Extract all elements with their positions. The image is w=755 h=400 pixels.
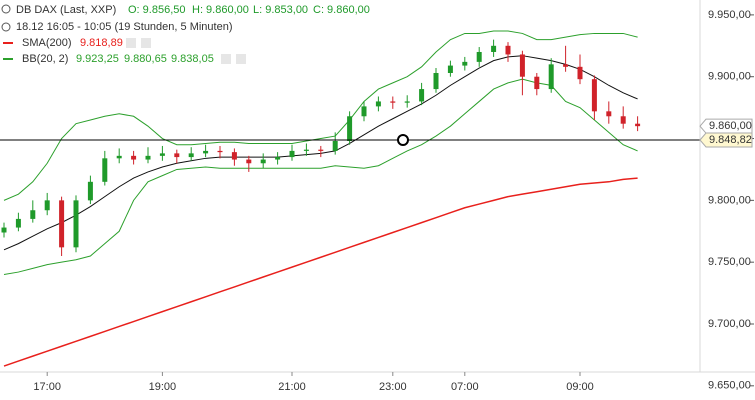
candle-body (491, 45, 497, 52)
y-tick-label: 9.950,00 (708, 9, 751, 21)
candle-body (505, 45, 511, 55)
x-tick-label: 09:00 (566, 381, 594, 393)
candle-body (73, 200, 79, 248)
y-tick-label: 9.800,00 (708, 194, 751, 206)
price-marker (699, 132, 753, 148)
price-marker (699, 118, 753, 134)
candle-body (591, 79, 597, 112)
candle-body (318, 149, 324, 151)
y-tick-label: 9.700,00 (708, 318, 751, 330)
candle-body (548, 64, 554, 90)
candle-body (462, 61, 468, 66)
candle-body (159, 153, 165, 156)
price-marker-label: 9.848,82 (709, 134, 752, 146)
y-tick-label: 9.750,00 (708, 256, 751, 268)
candle-body (59, 200, 65, 248)
candle-body (203, 150, 209, 154)
legend-value: 9.818,89 (80, 37, 123, 49)
candle-body (635, 123, 641, 127)
ohlc-label: H: 9.860,00 (192, 4, 249, 16)
legend-label: BB(20, 2) (22, 53, 68, 65)
x-tick-label: 19:00 (149, 381, 177, 393)
candle-body (87, 181, 93, 201)
candle-body (174, 153, 180, 158)
legend-value: 9.880,65 (124, 53, 167, 65)
instrument-icon (1, 4, 11, 14)
candle-body (246, 159, 252, 164)
y-tick-label: 9.900,00 (708, 71, 751, 83)
y-tick-label: 9.650,00 (708, 380, 751, 392)
candle-body (102, 158, 108, 182)
candle-body (404, 101, 410, 103)
candle-body (361, 106, 367, 117)
x-tick-label: 21:00 (278, 381, 306, 393)
candle-body (44, 200, 50, 211)
candle-body (116, 155, 122, 159)
subtitle: 18.12 16:05 - 10:05 (19 Stunden, 5 Minut… (16, 21, 233, 33)
candle-body (231, 152, 237, 160)
candle-body (15, 218, 21, 228)
candle-body (476, 51, 482, 62)
band-upper (3, 30, 638, 201)
plot (0, 30, 700, 367)
legend-value: 9.923,25 (76, 53, 119, 65)
candle-body (419, 89, 425, 102)
ohlc-label: O: 9.856,50 (128, 4, 186, 16)
ohlc-label: L: 9.853,00 (253, 4, 308, 16)
annotation-marker (397, 133, 409, 146)
band-lower (3, 78, 638, 276)
candle-body (519, 54, 525, 77)
candle-body (606, 111, 612, 117)
price-marker-label: 9.860,00 (709, 120, 752, 132)
candle-body (145, 155, 151, 160)
candle-body (390, 101, 396, 103)
x-tick-label: 17:00 (33, 381, 61, 393)
candle-body (30, 210, 36, 219)
legend-settings-icon[interactable] (126, 38, 136, 48)
clock-icon (1, 22, 11, 32)
candle-body (347, 116, 353, 142)
legend-close-icon[interactable] (141, 38, 151, 48)
candle-body (188, 153, 194, 158)
candle-body (563, 64, 569, 67)
candle-body (375, 101, 381, 107)
ohlc-label: C: 9.860,00 (313, 4, 370, 16)
legend-value: 9.838,05 (171, 53, 214, 65)
sma-line (3, 177, 638, 367)
candle-body (1, 227, 7, 233)
candle-body (433, 73, 439, 90)
x-tick-label: 23:00 (379, 381, 407, 393)
candle-body (131, 155, 137, 160)
candle-body (303, 149, 309, 151)
candle-body (332, 141, 338, 151)
candle-body (260, 159, 266, 164)
candle-body (289, 150, 295, 158)
legend-label: SMA(200) (22, 37, 72, 49)
candle-body (217, 150, 223, 153)
candle-body (447, 65, 453, 74)
x-tick-label: 07:00 (451, 381, 479, 393)
candle-body (620, 116, 626, 124)
candle-body (577, 66, 583, 80)
candle-body (534, 76, 540, 90)
chart-title: DB DAX (Last, XXP) (16, 4, 116, 16)
legend-settings-icon[interactable] (221, 54, 231, 64)
candle-body (275, 157, 281, 160)
legend-close-icon[interactable] (236, 54, 246, 64)
